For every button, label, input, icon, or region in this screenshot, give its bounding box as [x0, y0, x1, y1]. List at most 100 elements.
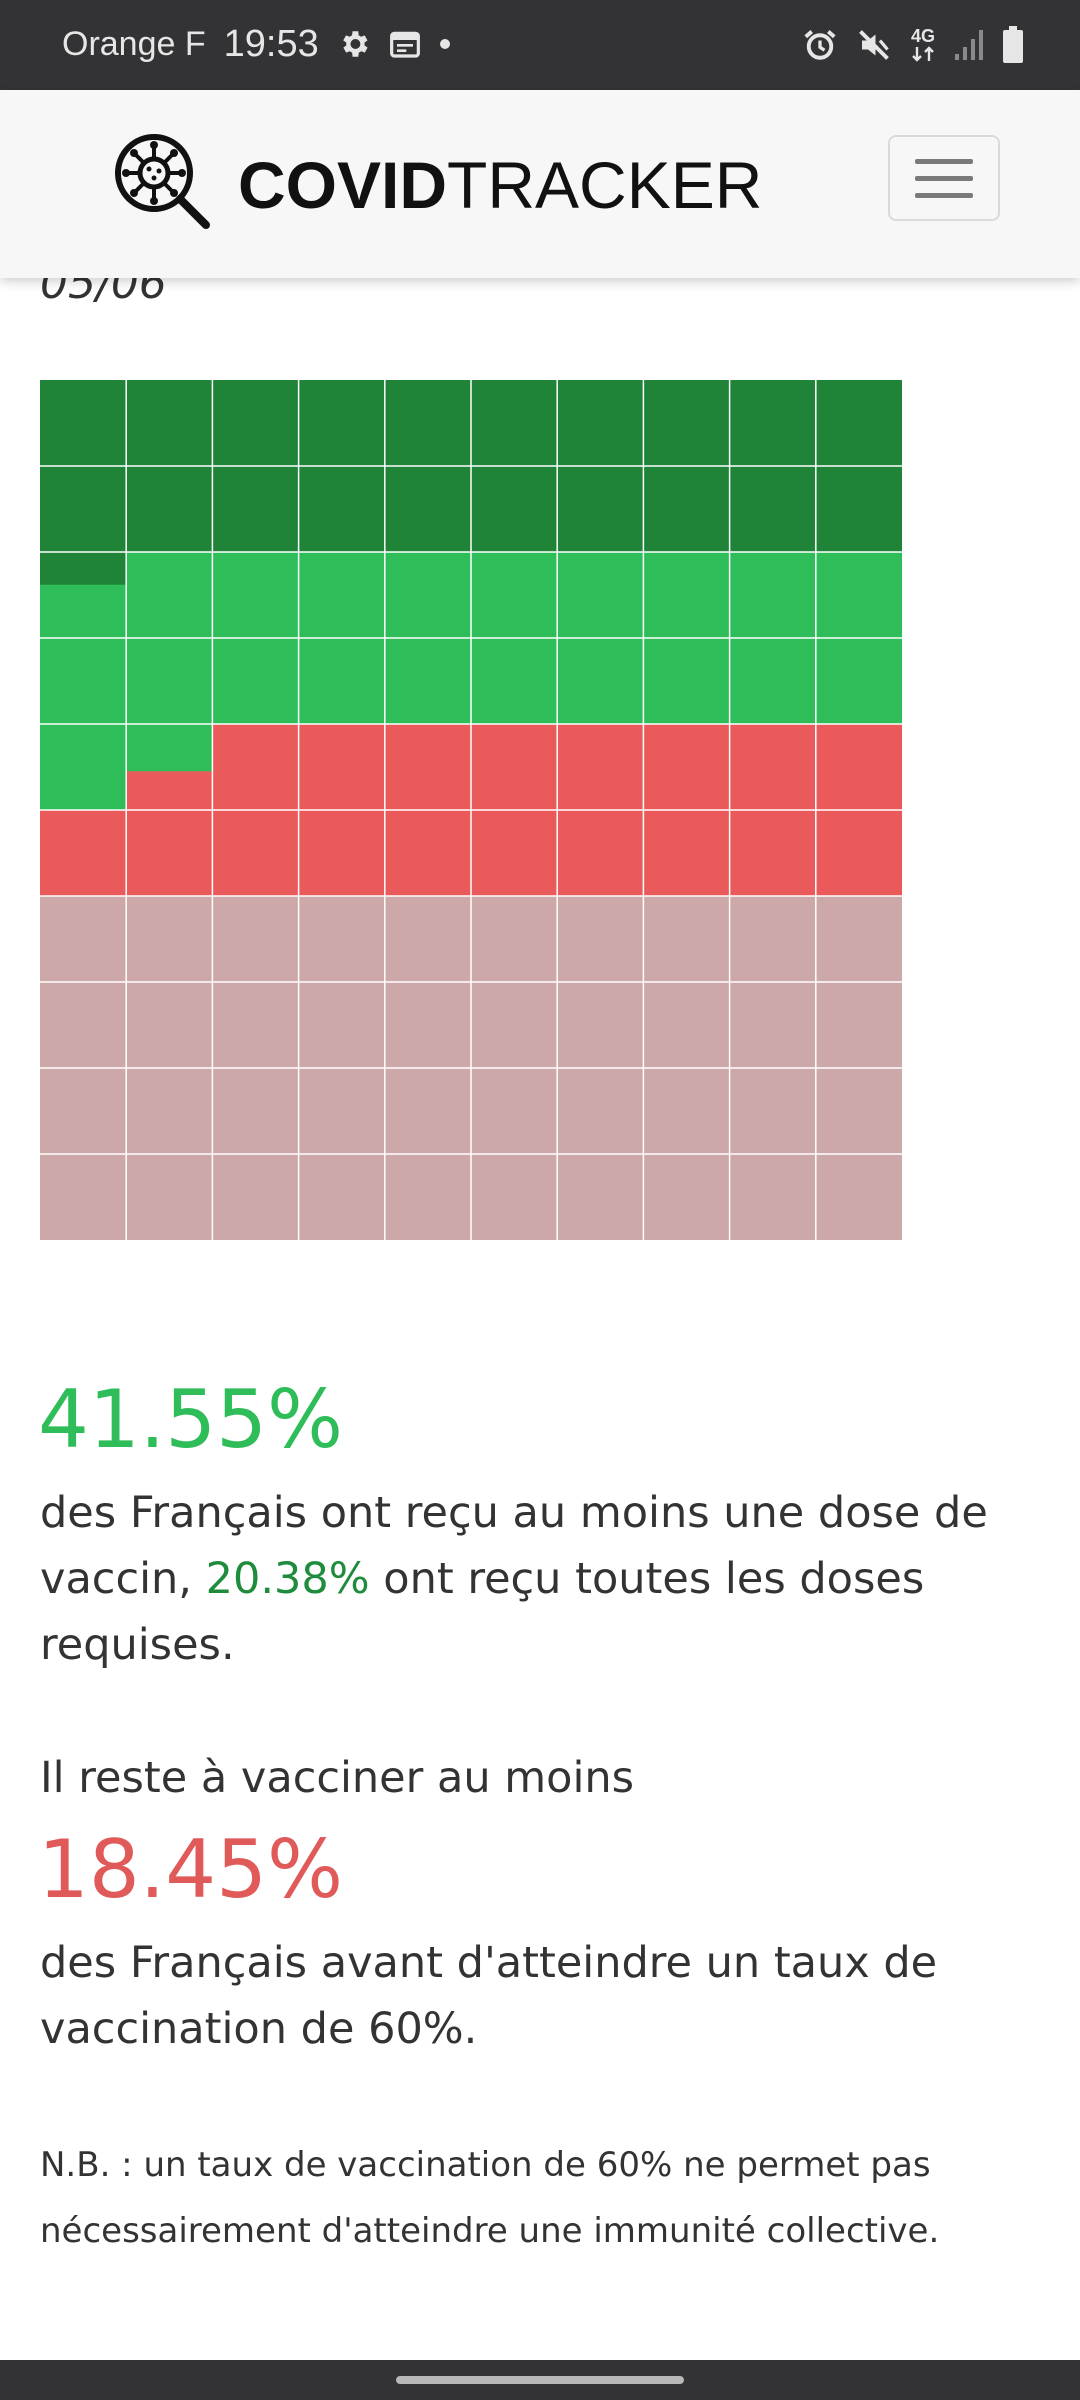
waffle-cell-full-dose-partial	[40, 552, 127, 585]
waffle-cell-remaining	[815, 810, 902, 896]
waffle-cell-full-dose	[126, 380, 213, 466]
network-4g-icon: 4G	[910, 27, 936, 63]
waffle-cell-rest	[729, 896, 816, 982]
waffle-cell-first-dose	[298, 638, 385, 724]
waffle-cell-full-dose	[212, 380, 299, 466]
waffle-cell-remaining	[126, 810, 213, 896]
brand-link[interactable]: COVIDTRACKER	[112, 130, 762, 240]
waffle-cell-rest	[298, 982, 385, 1068]
first-dose-description: des Français ont reçu au moins une dose …	[40, 1480, 1050, 1678]
waffle-cell-rest	[212, 1068, 299, 1154]
waffle-cell-rest	[298, 896, 385, 982]
remaining-intro: Il reste à vacciner au moins	[40, 1753, 635, 1803]
remaining-percentage: 18.45%	[38, 1823, 344, 1916]
waffle-cell-remaining	[212, 724, 299, 810]
waffle-cell-full-dose	[471, 466, 558, 552]
waffle-cell-full-dose	[557, 380, 644, 466]
waffle-cell-first-dose	[643, 638, 730, 724]
waffle-cell-remaining	[729, 810, 816, 896]
waffle-cell-rest	[729, 1154, 816, 1240]
waffle-cell-rest	[643, 1068, 730, 1154]
waffle-cell-remaining	[384, 724, 471, 810]
waffle-cell-full-dose	[384, 466, 471, 552]
waffle-cell-rest	[557, 1154, 644, 1240]
waffle-cell-first-dose	[643, 552, 730, 638]
waffle-cell-full-dose	[557, 466, 644, 552]
waffle-cell-rest	[212, 1154, 299, 1240]
alarm-icon	[802, 27, 838, 63]
vaccination-waffle-chart	[40, 380, 902, 1240]
waffle-cell-rest	[126, 1068, 213, 1154]
waffle-cell-first-dose	[815, 638, 902, 724]
waffle-cell-full-dose	[729, 380, 816, 466]
status-right: 4G	[802, 20, 1024, 70]
home-indicator[interactable]	[396, 2376, 684, 2384]
waffle-cell-first-dose	[729, 638, 816, 724]
waffle-cell-rest	[126, 1154, 213, 1240]
battery-icon	[1002, 26, 1024, 64]
waffle-cell-rest	[557, 896, 644, 982]
navbar: COVIDTRACKER	[0, 90, 1080, 278]
waffle-cell-full-dose	[643, 380, 730, 466]
waffle-cell-full-dose	[643, 466, 730, 552]
waffle-cell-rest	[40, 896, 127, 982]
waffle-cell-full-dose	[126, 466, 213, 552]
waffle-cell-rest	[815, 896, 902, 982]
hamburger-menu-icon	[915, 192, 973, 198]
waffle-cell-full-dose	[729, 466, 816, 552]
waffle-cell-rest	[729, 982, 816, 1068]
waffle-cell-first-dose	[557, 638, 644, 724]
waffle-cell-rest	[643, 982, 730, 1068]
waffle-cell-rest	[471, 1068, 558, 1154]
waffle-cell-remaining	[40, 810, 127, 896]
waffle-cell-rest	[384, 1154, 471, 1240]
waffle-cell-rest	[40, 1154, 127, 1240]
waffle-cell-full-dose	[40, 466, 127, 552]
brand-name: COVIDTRACKER	[238, 147, 762, 223]
waffle-cell-rest	[126, 982, 213, 1068]
waffle-cell-full-dose	[40, 380, 127, 466]
waffle-cell-remaining	[471, 810, 558, 896]
dot-icon	[439, 38, 451, 50]
waffle-cell-rest	[471, 896, 558, 982]
hamburger-menu-icon	[915, 158, 973, 164]
waffle-cell-first-dose	[815, 552, 902, 638]
waffle-cell-full-dose	[298, 466, 385, 552]
waffle-cell-first-dose	[126, 638, 213, 724]
waffle-cell-rest	[126, 896, 213, 982]
waffle-cell-rest	[298, 1154, 385, 1240]
waffle-cell-remaining	[298, 724, 385, 810]
waffle-cell-first-dose	[384, 552, 471, 638]
waffle-cell-rest	[471, 982, 558, 1068]
waffle-cell-remaining	[298, 810, 385, 896]
waffle-cell-first-dose-partial	[126, 724, 213, 772]
status-left: Orange F 19:53	[62, 18, 451, 70]
waffle-cell-first-dose	[40, 638, 127, 724]
waffle-cell-full-dose	[298, 380, 385, 466]
waffle-cell-rest	[212, 896, 299, 982]
waffle-cell-rest	[471, 1154, 558, 1240]
waffle-cell-rest	[557, 982, 644, 1068]
waffle-cell-rest	[729, 1068, 816, 1154]
waffle-cell-remaining	[471, 724, 558, 810]
network-label: 4G	[910, 26, 935, 46]
waffle-cell-remaining	[212, 810, 299, 896]
menu-button[interactable]	[888, 135, 1000, 221]
waffle-cell-rest	[384, 1068, 471, 1154]
waffle-cell-remaining	[643, 724, 730, 810]
waffle-cell-rest	[643, 1154, 730, 1240]
waffle-cell-first-dose	[384, 638, 471, 724]
first-dose-percentage: 41.55%	[38, 1373, 344, 1466]
waffle-cell-rest	[815, 1154, 902, 1240]
brand-light: TRACKER	[447, 148, 763, 222]
waffle-cell-full-dose	[815, 380, 902, 466]
waffle-cell-first-dose	[212, 638, 299, 724]
waffle-cell-full-dose	[471, 380, 558, 466]
waffle-cell-rest	[40, 1068, 127, 1154]
waffle-cell-rest	[643, 896, 730, 982]
waffle-cell-first-dose	[126, 552, 213, 638]
waffle-cell-first-dose	[40, 724, 127, 810]
clock: 19:53	[223, 22, 319, 65]
first-dose-text-b: ont reçu toutes les doses requises.	[40, 1554, 925, 1670]
waffle-cell-full-dose	[384, 380, 471, 466]
